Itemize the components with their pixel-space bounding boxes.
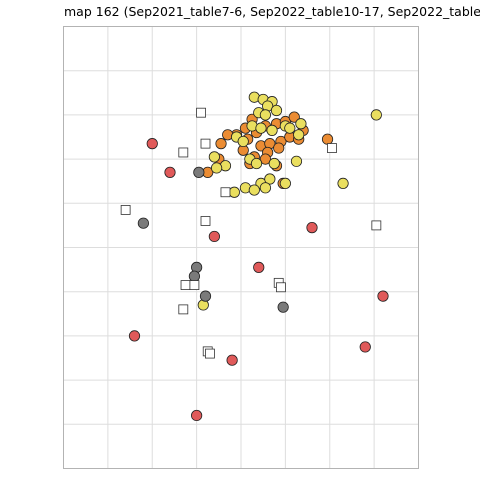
yellow-point <box>229 187 239 197</box>
yellow-point <box>256 123 266 133</box>
yellow-point <box>280 178 290 188</box>
red-point <box>209 231 219 241</box>
yellow-point <box>285 123 295 133</box>
red-point <box>360 342 370 352</box>
square-point <box>179 305 188 314</box>
square-point <box>181 281 190 290</box>
yellow-point <box>209 152 219 162</box>
square-point <box>190 281 199 290</box>
square-point <box>327 144 336 153</box>
square-point <box>205 349 214 358</box>
red-point <box>165 167 175 177</box>
square-point <box>201 139 210 148</box>
red-point <box>227 355 237 365</box>
yellow-point <box>296 119 306 129</box>
square-point <box>276 283 285 292</box>
yellow-point <box>271 105 281 115</box>
yellow-point <box>251 158 261 168</box>
gray-point <box>200 291 210 301</box>
square-point <box>201 216 210 225</box>
red-point <box>254 262 264 272</box>
red-point <box>147 138 157 148</box>
red-point <box>378 291 388 301</box>
yellow-point <box>211 163 221 173</box>
yellow-point <box>260 110 270 120</box>
yellow-point <box>371 110 381 120</box>
red-point <box>307 222 317 232</box>
red-point <box>129 331 139 341</box>
gray-point <box>194 167 204 177</box>
yellow-point <box>293 130 303 140</box>
yellow-point <box>267 125 277 135</box>
red-point <box>191 410 201 420</box>
gray-point <box>189 271 199 281</box>
square-point <box>221 188 230 197</box>
square-point <box>372 221 381 230</box>
orange-point <box>322 134 332 144</box>
square-point <box>179 148 188 157</box>
square-point <box>197 108 206 117</box>
yellow-point <box>238 136 248 146</box>
yellow-point <box>260 183 270 193</box>
orange-point <box>216 138 226 148</box>
yellow-point <box>249 185 259 195</box>
square-point <box>121 205 130 214</box>
orange-point <box>274 143 284 153</box>
gray-point <box>278 302 288 312</box>
gray-point <box>138 218 148 228</box>
yellow-point <box>291 156 301 166</box>
yellow-point <box>338 178 348 188</box>
yellow-point <box>269 158 279 168</box>
